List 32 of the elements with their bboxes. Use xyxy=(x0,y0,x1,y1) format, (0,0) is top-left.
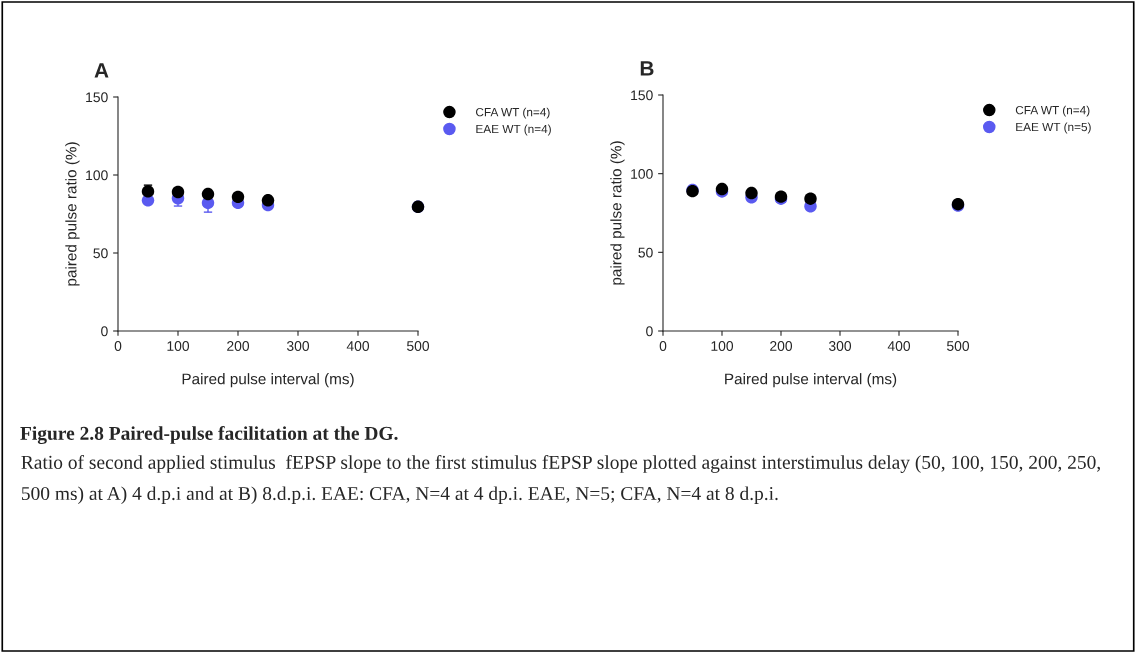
legend-label: CFA WT (n=4) xyxy=(1015,105,1090,117)
x-tick-label: 300 xyxy=(286,341,310,351)
y-tick-label: 50 xyxy=(638,247,653,258)
chart-title: B xyxy=(640,61,654,76)
x-tick-label: 0 xyxy=(659,341,667,351)
y-tick-label: 150 xyxy=(631,90,653,101)
y-tick-label: 50 xyxy=(93,248,108,259)
x-axis-title: Paired pulse interval (ms) xyxy=(725,373,897,388)
legend-label: CFA WT (n=4) xyxy=(476,107,550,119)
x-tick-label: 500 xyxy=(946,341,970,351)
chart-title: A xyxy=(94,63,109,78)
x-tick-label: 400 xyxy=(346,341,370,351)
x-tick-label: 100 xyxy=(167,341,190,351)
y-tick-label: 100 xyxy=(86,170,108,181)
y-tick-label: 100 xyxy=(631,169,653,179)
x-axis-title: Paired pulse interval (ms) xyxy=(182,373,354,388)
y-axis-title: paired pulse ratio (%) xyxy=(65,142,80,286)
x-tick-label: 500 xyxy=(406,341,430,351)
legend-label: EAE WT (n=4) xyxy=(476,124,551,136)
x-tick-label: 400 xyxy=(887,341,911,351)
x-tick-label: 0 xyxy=(114,341,122,351)
y-tick-label: 0 xyxy=(646,326,653,337)
x-tick-label: 200 xyxy=(227,341,250,351)
caption: Figure 2.8 Paired-pulse facilitation at the DG. xyxy=(20,426,398,444)
x-tick-label: 200 xyxy=(770,341,793,351)
y-tick-label: 0 xyxy=(101,326,108,337)
legend-label: EAE WT (n=5) xyxy=(1016,122,1091,134)
x-tick-label: 300 xyxy=(828,341,852,351)
y-axis-title: paired pulse ratio (%) xyxy=(610,141,625,285)
text: Ratio of second applied stimulus fEPSP slope to the first stimulus fEPSP slope plotted against interstimulus delay (50, 100, 150, 200, 250, 500 ms) at A) 4 d.p.i and at B) 8.d.p.i. EAE: CFA, N=4 at 4 dp.i. EAE, N=5; CFA, N=4 at 8 d.p.i. xyxy=(21,455,1100,505)
y-tick-label: 150 xyxy=(86,92,108,103)
x-tick-label: 100 xyxy=(711,341,734,351)
